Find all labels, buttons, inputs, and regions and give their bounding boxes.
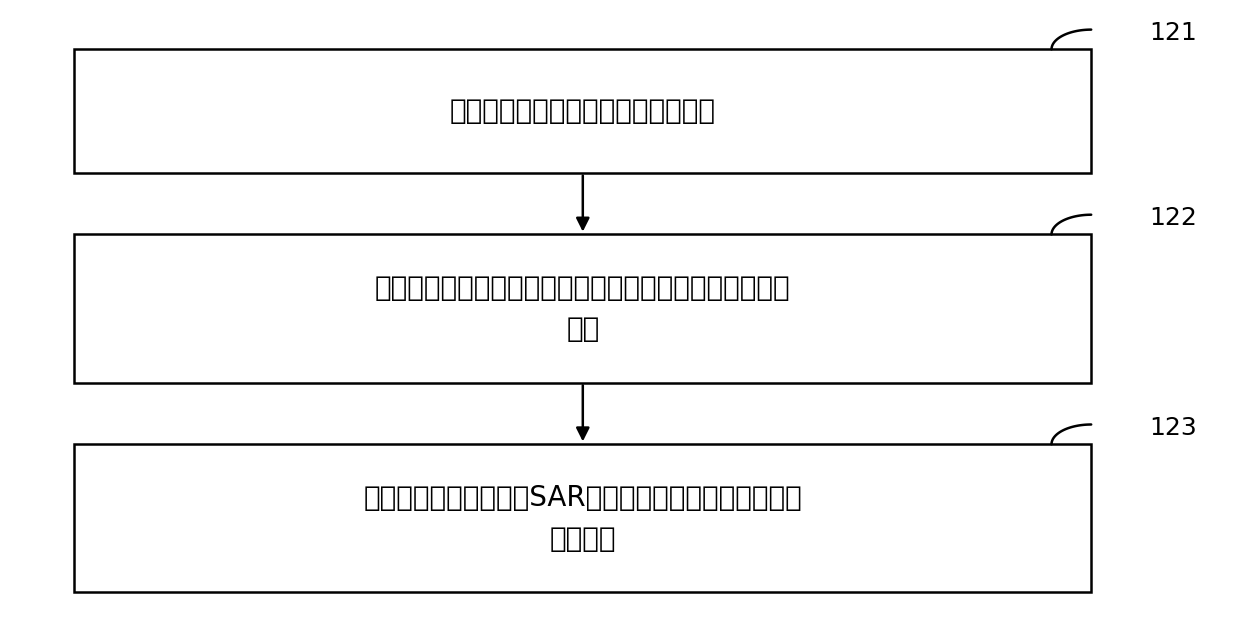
Text: 若当前支持所述预设调整功能，向所述基站发送支持指示
信息: 若当前支持所述预设调整功能，向所述基站发送支持指示 信息: [374, 274, 791, 343]
Text: 122: 122: [1149, 207, 1198, 230]
Text: 确定当前是否支持所述预设调整功能: 确定当前是否支持所述预设调整功能: [450, 97, 715, 125]
Bar: [74, 49, 1091, 173]
Text: 123: 123: [1149, 416, 1198, 440]
Text: 接收所述基站根据所述SAR能力信息动态调整的目标资源
配置信息: 接收所述基站根据所述SAR能力信息动态调整的目标资源 配置信息: [363, 484, 802, 553]
Text: 121: 121: [1149, 22, 1198, 45]
Bar: [74, 444, 1091, 592]
Bar: [74, 234, 1091, 383]
